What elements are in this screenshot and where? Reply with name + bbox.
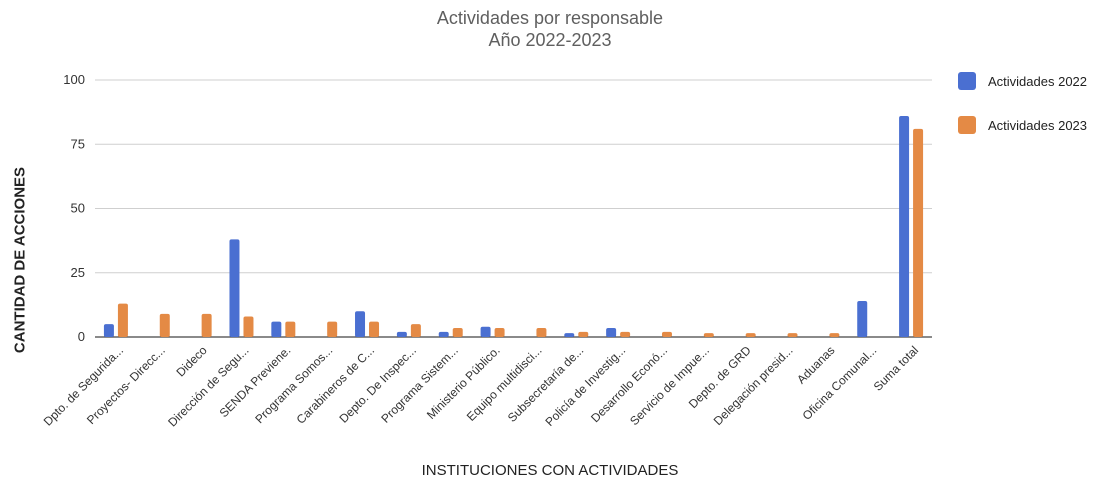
- bar-2023[interactable]: [661, 331, 672, 337]
- bar-2023[interactable]: [410, 324, 421, 337]
- x-tick-label: Carabineros de C...: [294, 343, 377, 426]
- y-ticks: 0 25 50 75 100: [63, 72, 85, 344]
- bar-2023[interactable]: [369, 321, 380, 337]
- y-axis-label: CANTIDAD DE ACCIONES: [11, 166, 29, 354]
- legend-swatch: [958, 116, 976, 134]
- x-tick-label: Oficina Comunal...: [800, 343, 880, 423]
- x-tick-label: Dideco: [173, 343, 210, 380]
- bar-2022[interactable]: [606, 328, 617, 337]
- x-tick-label: Delegación presid...: [711, 343, 796, 428]
- y-tick-label: 50: [71, 201, 85, 216]
- bar-2023[interactable]: [201, 313, 212, 337]
- bar-2022[interactable]: [899, 115, 910, 337]
- x-tick-labels: Dpto. de Segurida...Proyectos- Direcc...…: [41, 343, 922, 430]
- bar-2023[interactable]: [494, 328, 505, 337]
- bar-2023[interactable]: [159, 313, 170, 337]
- x-tick-label: Dirección de Segu...: [165, 343, 251, 429]
- bar-2023[interactable]: [745, 333, 756, 337]
- x-tick-label: Policía de Investig...: [542, 343, 628, 429]
- x-tick-label: Subsecretaría de...: [505, 343, 587, 425]
- y-tick-label: 100: [63, 72, 85, 87]
- x-tick-label: Programa Somos...: [252, 343, 335, 426]
- bar-2023[interactable]: [620, 331, 631, 337]
- x-tick-label: Equipo multidisci...: [464, 343, 545, 424]
- legend-item-2022[interactable]: Actividades 2022: [958, 70, 1087, 92]
- bar-2023[interactable]: [327, 321, 338, 337]
- bar-2022[interactable]: [438, 331, 449, 337]
- x-tick-label: SENDA Previene.: [217, 343, 294, 420]
- bar-2022[interactable]: [480, 326, 491, 337]
- bar-2023[interactable]: [536, 328, 547, 337]
- x-tick-label: Depto. De Inspec...: [336, 343, 419, 426]
- legend-swatch: [958, 72, 976, 90]
- x-tick-label: Ministerio Público.: [424, 343, 503, 422]
- bar-2022[interactable]: [857, 301, 868, 337]
- bar-2023[interactable]: [787, 333, 798, 337]
- bar-2022[interactable]: [103, 324, 114, 337]
- bar-2023[interactable]: [117, 303, 128, 337]
- bar-2022[interactable]: [229, 239, 240, 337]
- x-tick-label: Proyectos- Direcc...: [84, 343, 168, 427]
- y-tick-label: 75: [71, 136, 85, 151]
- bar-2022[interactable]: [271, 321, 282, 337]
- y-tick-label: 25: [71, 265, 85, 280]
- bar-2023[interactable]: [285, 321, 296, 337]
- x-tick-label: Suma total: [871, 343, 921, 393]
- x-tick-label: Programa Sistem...: [378, 343, 461, 426]
- bar-2023[interactable]: [829, 333, 840, 337]
- legend-label: Actividades 2023: [988, 117, 1088, 133]
- bar-2022[interactable]: [564, 333, 575, 337]
- chart-title: Actividades por responsable: [436, 8, 664, 28]
- legend-label: Actividades 2022: [988, 73, 1088, 89]
- chart-subtitle: Año 2022-2023: [488, 30, 612, 50]
- bars: [103, 115, 924, 337]
- bar-2023[interactable]: [913, 128, 924, 337]
- bar-2023[interactable]: [243, 316, 254, 337]
- x-tick-label: Servicio de Impue...: [627, 343, 712, 428]
- x-axis-label: INSTITUCIONES CON ACTIVIDADES: [421, 462, 679, 479]
- x-tick-label: Dpto. de Segurida...: [41, 343, 126, 428]
- bar-2022[interactable]: [396, 331, 407, 337]
- x-tick-label: Desarrollo Econó...: [588, 343, 670, 425]
- y-tick-label: 0: [78, 329, 85, 344]
- legend-item-2023[interactable]: Actividades 2023: [958, 114, 1087, 136]
- legend: Actividades 2022 Actividades 2023: [958, 70, 1087, 158]
- bar-2023[interactable]: [578, 331, 589, 337]
- bar-2023[interactable]: [452, 328, 463, 337]
- gridlines: [95, 79, 932, 338]
- bar-2022[interactable]: [355, 311, 366, 337]
- bar-2023[interactable]: [703, 333, 714, 337]
- x-tick-label: Aduanas: [794, 343, 837, 386]
